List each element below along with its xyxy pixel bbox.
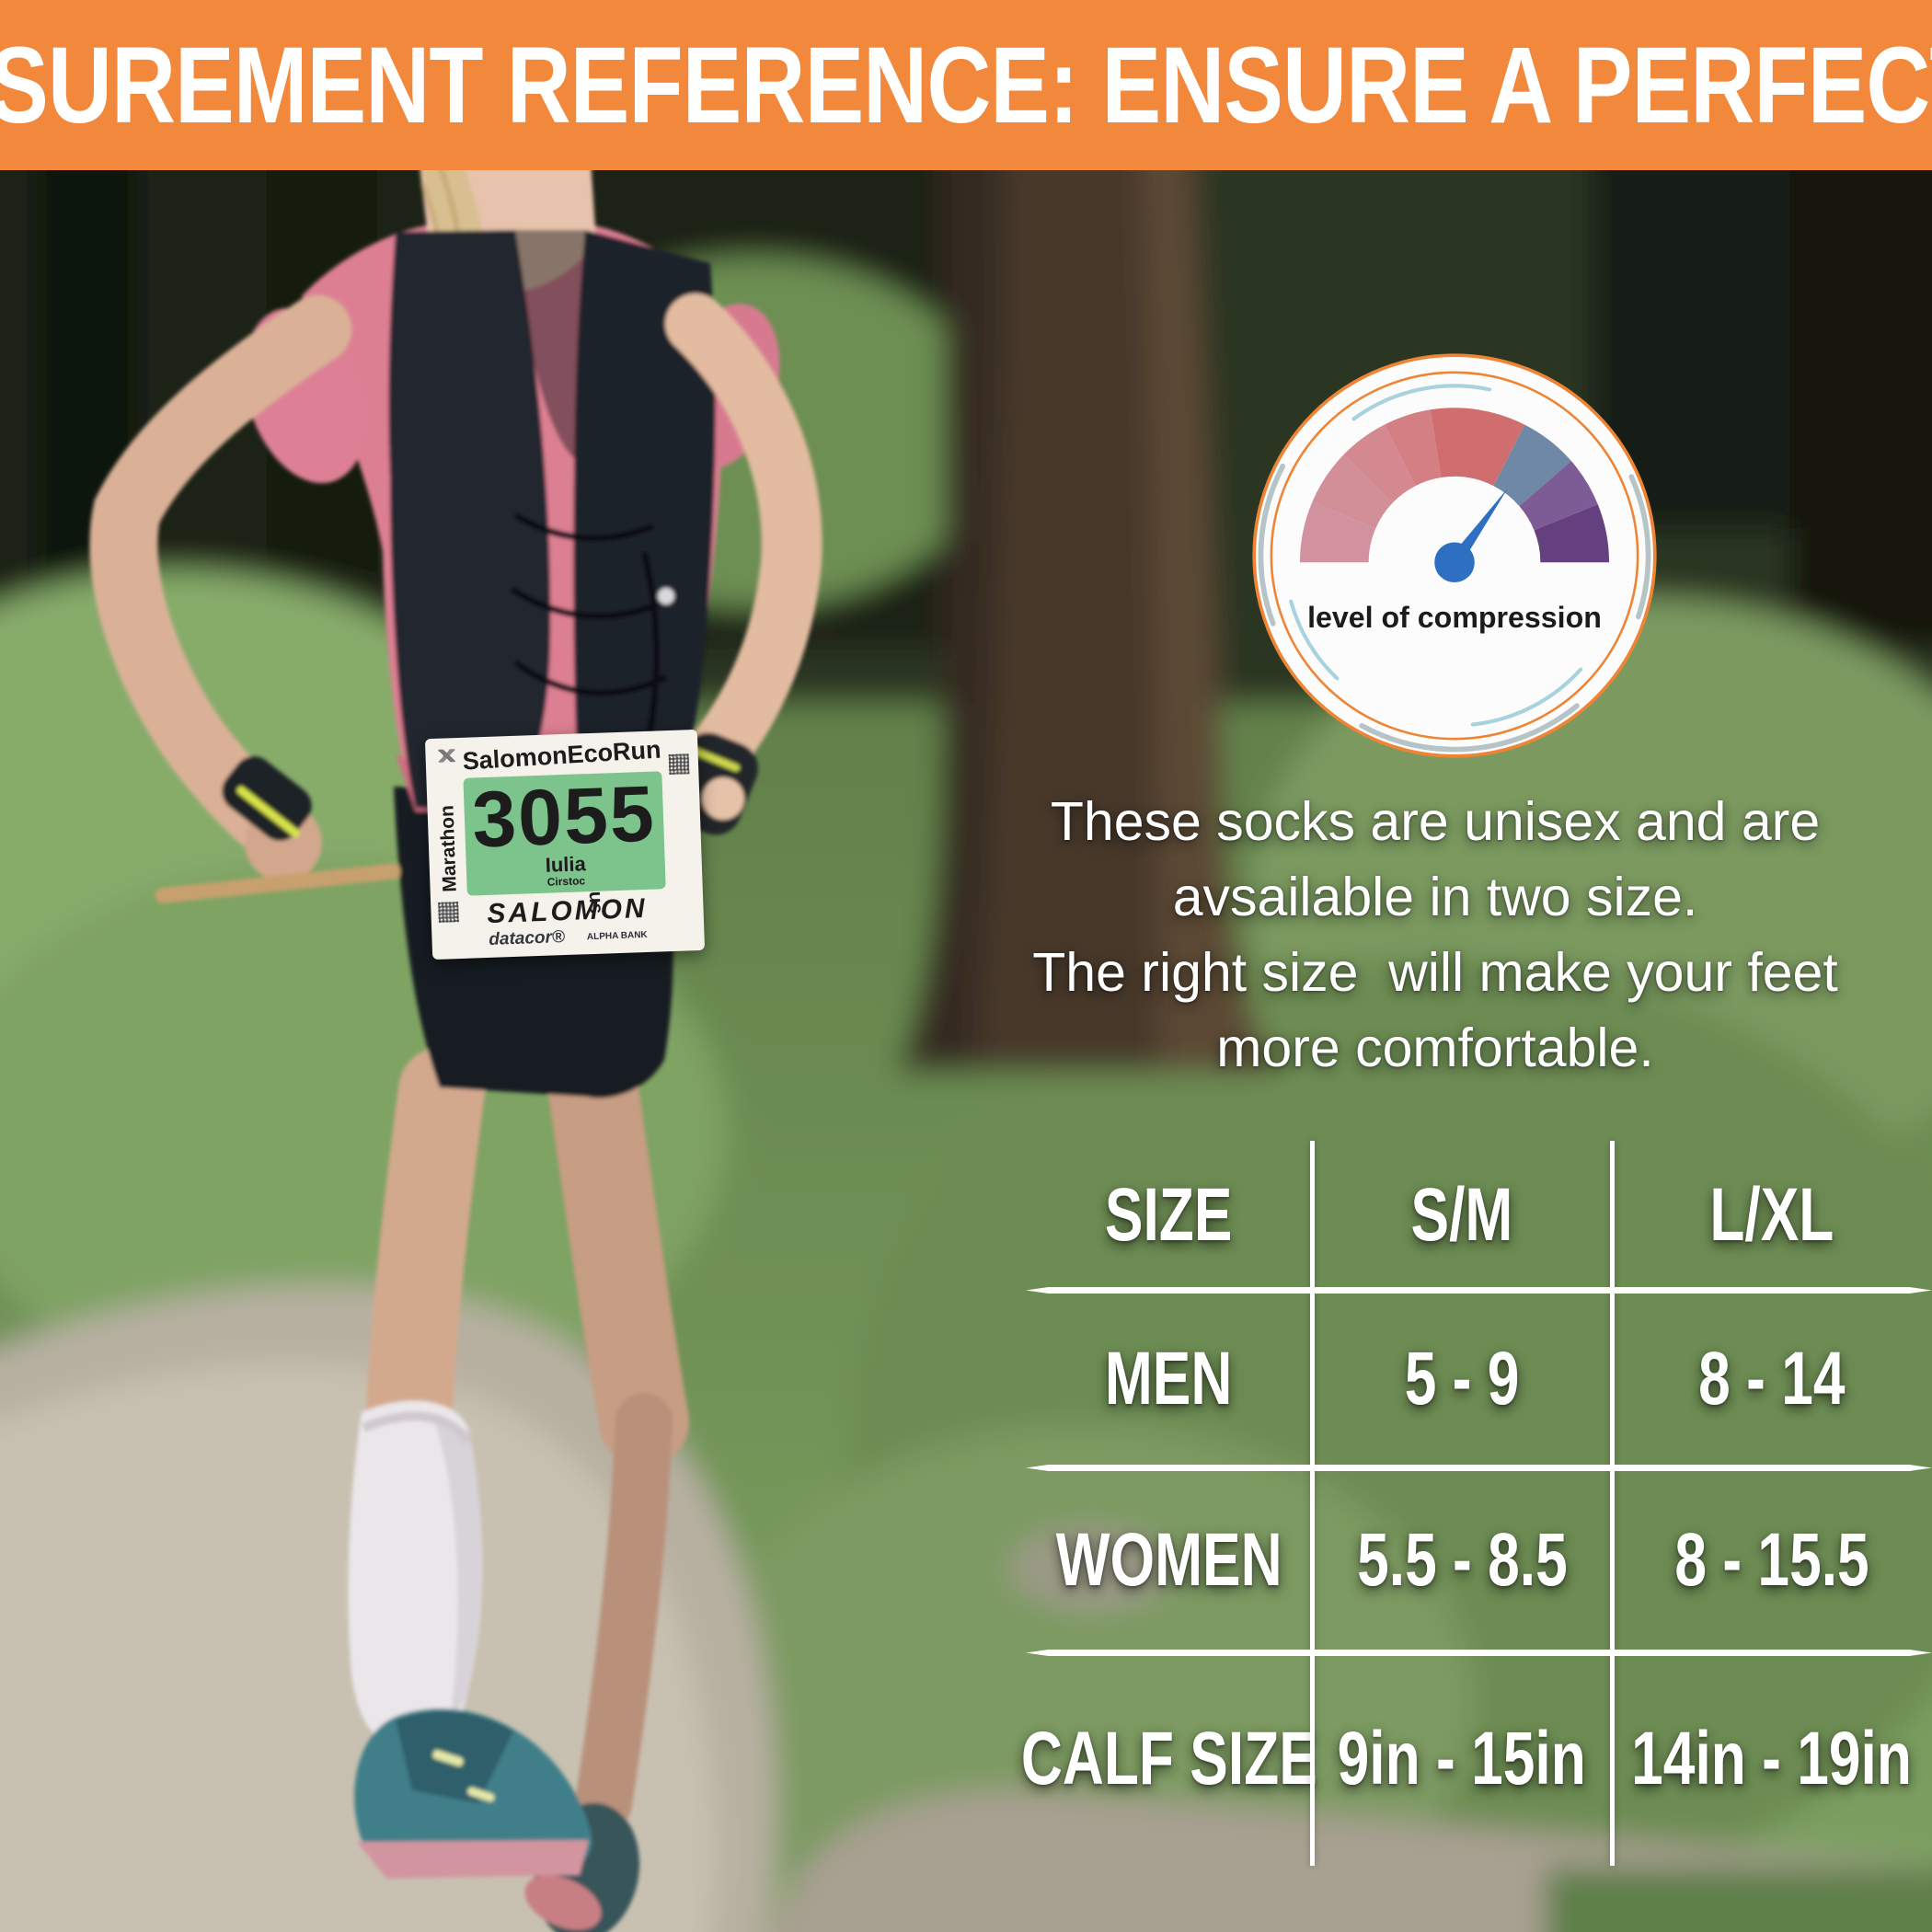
size-table-row-label: CALF SIZE (1020, 1717, 1317, 1800)
size-table-cell: 14in - 19in (1631, 1717, 1913, 1800)
size-table-header-cell: S/M (1410, 1173, 1513, 1257)
header-banner: MEASUREMENT REFERENCE: ENSURE A PERFECT … (0, 0, 1932, 170)
bib-runner-last-name: Cirstoc (546, 873, 586, 889)
description-line: These socks are unisex and are (1050, 791, 1821, 852)
table-vertical-divider (1310, 1141, 1315, 1866)
size-table-cell: 5.5 - 8.5 (1356, 1517, 1568, 1602)
table-horizontal-divider (1026, 1650, 1932, 1656)
size-table-cell: 5 - 9 (1404, 1336, 1520, 1420)
trekking-pole (155, 863, 401, 903)
size-table-cell: 8 - 15.5 (1674, 1517, 1869, 1602)
size-table-header-cell: L/XL (1709, 1173, 1834, 1257)
size-table-cell: 9in - 15in (1337, 1717, 1587, 1800)
bib-number-panel: 3055 Iulia Cirstoc (463, 769, 666, 896)
description-line: more comfortable. (1216, 1018, 1654, 1078)
size-table-row-label: MEN (1105, 1336, 1233, 1420)
bib-runner-first-name: Iulia (545, 851, 587, 877)
gauge-needle-hub (1434, 542, 1475, 583)
table-horizontal-divider (1026, 1287, 1932, 1294)
bib-sponsor-secondary: datacor® (488, 927, 566, 949)
table-horizontal-divider (1026, 1465, 1932, 1471)
gauge-dashed-arc-blue (1282, 384, 1627, 728)
size-table-row-label: WOMEN (1055, 1517, 1282, 1602)
table-vertical-divider (1610, 1141, 1615, 1866)
white-compression-sock (348, 1400, 482, 1752)
gauge-segments (1299, 408, 1610, 563)
bib-number: 3055 (470, 769, 658, 864)
gauge-dashed-arc-gray (1258, 359, 1651, 753)
description-text: These socks are unisex and are avsailabl… (948, 784, 1923, 1086)
bib-sponsor-tertiary: ALPHA BANK (586, 929, 648, 942)
wrist-wrap (222, 756, 312, 841)
description-line: avsailable in two size. (1172, 867, 1698, 927)
size-table-header-cell: SIZE (1105, 1173, 1233, 1257)
hydration-vest (388, 230, 551, 810)
shoe-pink-sole (357, 1840, 589, 1879)
banner-title: MEASUREMENT REFERENCE: ENSURE A PERFECT … (0, 24, 1932, 146)
description-line: The right size will make your feet (1032, 942, 1838, 1003)
hydration-vest (573, 230, 716, 813)
bib-left-label: Marathon (436, 804, 461, 893)
gauge-inner-orange-ring (1270, 371, 1639, 741)
runner-arm (665, 293, 822, 787)
vest-cords (510, 512, 668, 765)
compression-level-gauge: level of compression (1249, 351, 1660, 761)
race-bib: SalomonEcoRun Marathon Moieciu de Sus 30… (424, 729, 706, 960)
gauge-graphic: level of compression (1252, 353, 1657, 758)
runner-trailing-thigh (544, 1013, 689, 1466)
size-table-cell: 8 - 14 (1698, 1336, 1846, 1420)
size-chart-table: SIZE S/M L/XL MEN 5 - 9 8 - 14 WOMEN 5.5… (1020, 1141, 1932, 1866)
gauge-label: level of compression (1307, 601, 1602, 634)
runner-front-thigh (365, 1047, 485, 1474)
